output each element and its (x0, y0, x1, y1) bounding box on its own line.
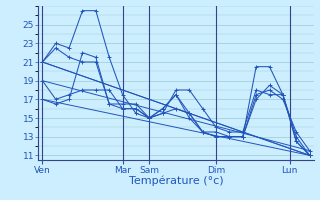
X-axis label: Température (°c): Température (°c) (129, 176, 223, 186)
